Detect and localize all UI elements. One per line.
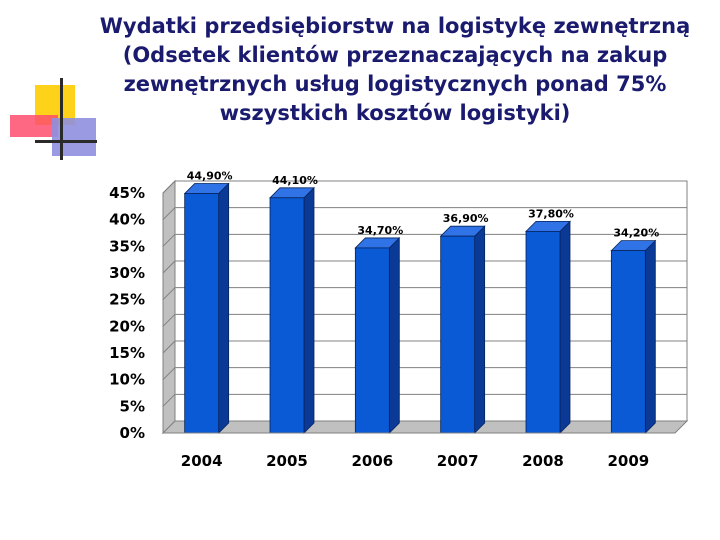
gridline (162, 393, 687, 407)
y-tick-label: 30% (109, 264, 145, 282)
left-wall (162, 179, 176, 435)
title-line: wszystkich kosztów logistyki) (219, 101, 571, 125)
bar (354, 247, 390, 434)
gridline (162, 233, 687, 247)
y-tick-label: 15% (109, 344, 145, 362)
bar (525, 231, 561, 434)
bar-side-face (559, 220, 571, 434)
title-line: (Odsetek klientów przeznaczających na za… (122, 43, 668, 67)
bar-side-face (644, 239, 656, 434)
gridline (162, 287, 687, 301)
bar (269, 197, 305, 434)
data-label: 37,80% (528, 207, 574, 220)
blue-square-shape (52, 118, 96, 156)
data-label: 44,90% (187, 170, 233, 183)
gridline (162, 260, 687, 274)
gridline (162, 340, 687, 354)
y-tick-label: 25% (109, 291, 145, 309)
y-tick-label: 10% (109, 371, 145, 389)
x-tick-label: 2007 (437, 452, 479, 470)
x-tick-label: 2009 (607, 452, 649, 470)
bar (440, 235, 476, 434)
data-label: 44,10% (272, 174, 318, 187)
y-tick-label: 20% (109, 317, 145, 335)
gridline (162, 367, 687, 381)
y-tick-label: 35% (109, 237, 145, 255)
title-line: Wydatki przedsiębiorstw na logistykę zew… (99, 14, 691, 38)
bar (610, 250, 646, 434)
y-tick-label: 40% (109, 211, 145, 229)
x-tick-label: 2004 (181, 452, 223, 470)
red-square-shape (10, 115, 58, 137)
y-tick-label: 5% (120, 397, 145, 415)
title-line: zewnętrznych usług logistycznych ponad 7… (123, 72, 667, 96)
horizontal-line-shape (35, 140, 97, 143)
bar-side-face (218, 182, 230, 434)
x-tick-label: 2005 (266, 452, 308, 470)
bar-side-face (303, 186, 315, 434)
data-label: 34,70% (357, 224, 403, 237)
bar-side-face (388, 236, 400, 434)
gridline (162, 207, 687, 221)
y-tick-label: 45% (109, 184, 145, 202)
y-tick-label: 0% (120, 424, 145, 442)
data-label: 34,20% (613, 227, 659, 240)
bar-chart: 0% 5% 10% 15% 20% 25% 30% 35% 40% 45% 44,90% 2004 44… (109, 170, 689, 470)
chart-floor (161, 420, 689, 434)
decorative-logo (0, 0, 110, 170)
page-title: Wydatki przedsiębiorstw na logistykę zew… (95, 12, 695, 128)
bar (184, 193, 220, 434)
gridline (162, 313, 687, 327)
bar-side-face (474, 225, 486, 434)
x-tick-label: 2006 (351, 452, 393, 470)
vertical-line-shape (60, 78, 63, 160)
x-tick-label: 2008 (522, 452, 564, 470)
gridline (162, 180, 687, 194)
data-label: 36,90% (443, 212, 489, 225)
back-wall (174, 180, 688, 422)
